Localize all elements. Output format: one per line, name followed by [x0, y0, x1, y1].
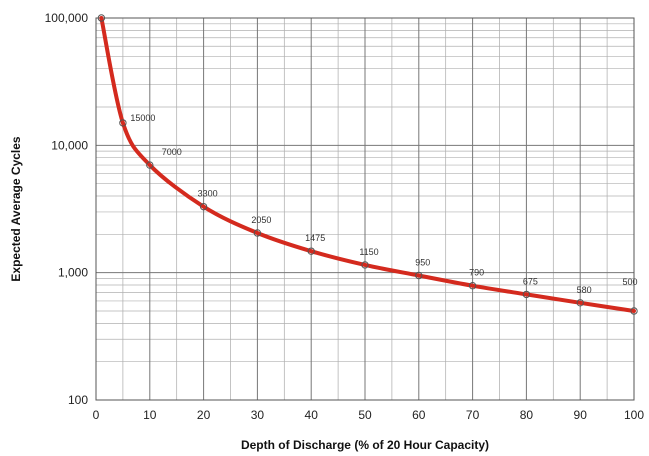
x-tick-labels: 0 10 20 30 40 50 60 70 80 90 100: [93, 408, 645, 422]
data-label: 1150: [359, 247, 378, 257]
plot-frame: [95, 17, 635, 401]
x-tick-label: 0: [93, 408, 100, 422]
data-point: [307, 247, 315, 255]
data-label: 15000: [130, 113, 155, 123]
data-point: [119, 119, 127, 127]
x-tick-label: 30: [251, 408, 265, 422]
data-label: 7000: [162, 147, 182, 157]
data-point: [576, 299, 584, 307]
data-markers: [97, 14, 638, 315]
y-tick-label: 10,000: [51, 138, 88, 152]
y-tick-label: 100,000: [45, 11, 89, 25]
x-tick-label: 90: [574, 408, 588, 422]
x-tick-label: 100: [624, 408, 644, 422]
x-tick-label: 60: [412, 408, 426, 422]
data-point: [630, 307, 638, 315]
data-label: 3300: [198, 189, 218, 199]
y-tick-labels: 100 1,000 10,000 100,000: [45, 11, 89, 407]
data-label: 1475: [305, 233, 325, 243]
x-tick-label: 50: [358, 408, 372, 422]
x-tick-label: 20: [197, 408, 211, 422]
x-axis-title: Depth of Discharge (% of 20 Hour Capacit…: [241, 438, 489, 452]
y-axis-title: Expected Average Cycles: [9, 136, 23, 282]
cycle-life-curve: [99, 16, 636, 313]
data-label: 580: [577, 285, 592, 295]
data-point: [522, 290, 531, 299]
data-point: [468, 282, 477, 290]
x-tick-label: 40: [305, 408, 319, 422]
data-label: 675: [523, 276, 538, 286]
data-point: [415, 271, 423, 280]
data-label: 950: [415, 258, 430, 268]
data-label: 790: [469, 268, 484, 278]
y-tick-label: 1,000: [58, 266, 88, 280]
data-point: [253, 229, 262, 237]
data-point: [146, 161, 154, 169]
x-tick-label: 70: [466, 408, 480, 422]
data-point: [361, 261, 369, 269]
x-tick-label: 10: [143, 408, 157, 422]
x-tick-label: 80: [520, 408, 534, 422]
data-label: 2050: [251, 215, 271, 225]
data-labels: 15000 7000 3300 2050 1475 1150 950 790 675 580 500: [130, 113, 637, 295]
y-tick-label: 100: [68, 393, 88, 407]
data-point: [199, 202, 208, 211]
data-label: 500: [622, 277, 637, 287]
data-point: [97, 14, 106, 22]
